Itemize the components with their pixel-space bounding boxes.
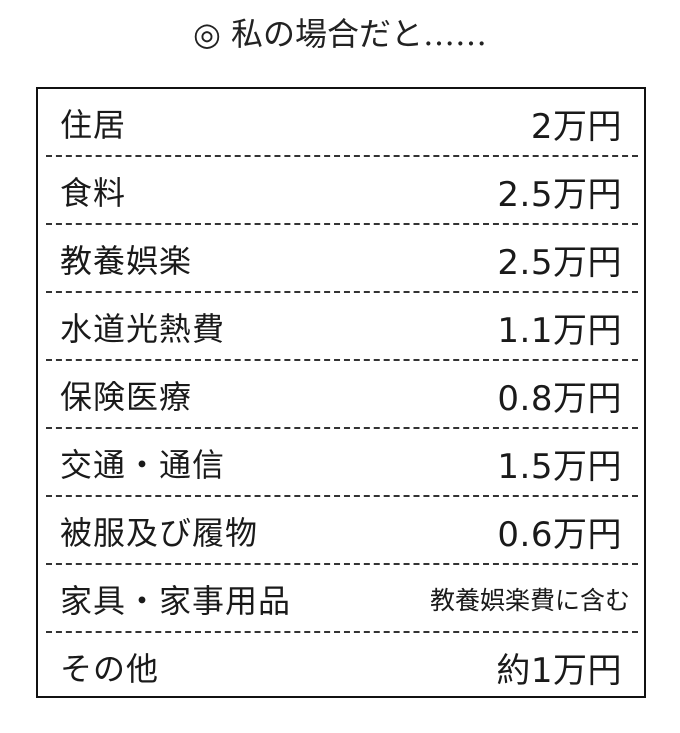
row-label: 食料 [60, 174, 127, 212]
row-label: 住居 [60, 106, 127, 144]
table-row: 保険医療 0.8万円 [38, 361, 644, 429]
dashed-divider [46, 359, 638, 361]
page-title: ◎ 私の場合だと…… [192, 15, 488, 53]
row-label: 教養娯楽 [60, 242, 193, 280]
dashed-divider [46, 427, 638, 429]
table-row: 水道光熱費 1.1万円 [38, 293, 644, 361]
row-value: 2.5万円 [497, 242, 622, 283]
expense-table: 住居 2万円 食料 2.5万円 教養娯楽 2.5万円 水道光熱費 1.1万円 保険医療 0… [36, 87, 646, 698]
table-row: その他 約1万円 [38, 633, 644, 701]
row-value: 0.6万円 [497, 514, 622, 555]
row-value: 約1万円 [496, 650, 622, 691]
dashed-divider [46, 495, 638, 497]
row-label: 交通・通信 [60, 446, 226, 484]
dashed-divider [46, 155, 638, 157]
row-value: 1.1万円 [497, 310, 622, 351]
dashed-divider [46, 563, 638, 565]
table-row: 住居 2万円 [38, 89, 644, 157]
row-value: 0.8万円 [497, 378, 622, 419]
row-label: 保険医療 [60, 378, 193, 416]
row-label: 家具・家事用品 [60, 582, 292, 620]
table-row: 教養娯楽 2.5万円 [38, 225, 644, 293]
dashed-divider [46, 223, 638, 225]
table-row: 家具・家事用品 教養娯楽費に含む [38, 565, 644, 633]
table-row: 交通・通信 1.5万円 [38, 429, 644, 497]
row-label: 被服及び履物 [60, 514, 259, 552]
row-value: 教養娯楽費に含む [429, 586, 630, 615]
table-row: 被服及び履物 0.6万円 [38, 497, 644, 565]
row-value: 2万円 [530, 106, 622, 147]
dashed-divider [46, 631, 638, 633]
row-label: その他 [60, 650, 160, 688]
row-value: 1.5万円 [497, 446, 622, 487]
dashed-divider [46, 291, 638, 293]
row-value: 2.5万円 [497, 174, 622, 215]
row-label: 水道光熱費 [60, 310, 226, 348]
table-row: 食料 2.5万円 [38, 157, 644, 225]
